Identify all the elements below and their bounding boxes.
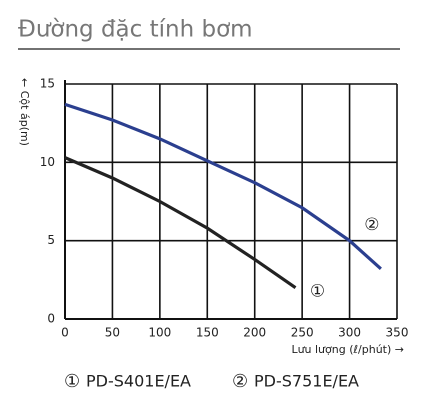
x-tick-label: 100	[148, 326, 171, 340]
x-tick-label: 300	[338, 326, 361, 340]
legend-name: PD-S751E/EA	[254, 372, 359, 391]
chart-title: Đường đặc tính bơm	[18, 17, 253, 43]
x-tick-label: 150	[196, 326, 219, 340]
x-tick-label: 0	[61, 326, 69, 340]
y-tick-label: 0	[47, 312, 55, 326]
x-tick-label: 200	[243, 326, 266, 340]
legend-label: ①	[64, 371, 80, 392]
line	[64, 156, 297, 289]
legend-label: ②	[232, 371, 248, 392]
x-tick-label: 50	[105, 326, 120, 340]
curve-label: ②	[364, 215, 379, 235]
legend-name: PD-S401E/EA	[86, 372, 191, 391]
y-tick-label: 5	[47, 233, 55, 247]
y-tick-label: 10	[40, 155, 55, 169]
line	[64, 102, 382, 271]
x-tick-label: 250	[291, 326, 314, 340]
x-axis-label: Lưu lượng (ℓ/phút) →	[291, 343, 404, 356]
curve-label: ①	[310, 282, 325, 302]
y-tick-label: 15	[40, 77, 55, 91]
x-tick-label: 350	[386, 326, 409, 340]
y-axis-label: ← Cột áp(m)	[18, 78, 31, 146]
